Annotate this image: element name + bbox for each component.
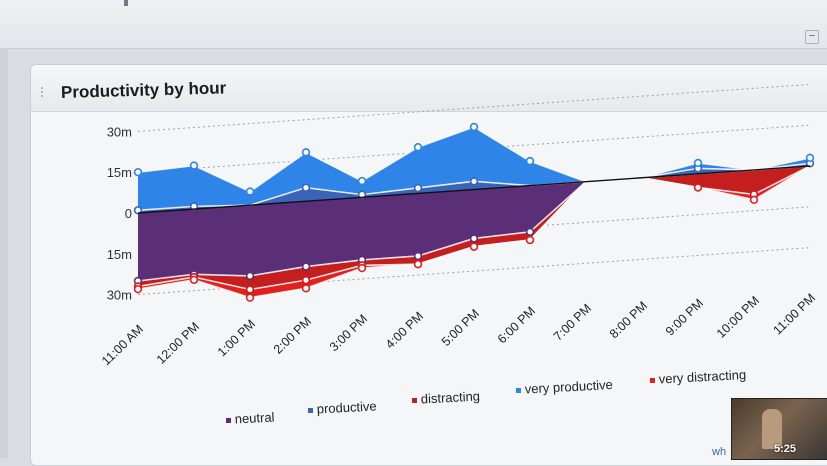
x-tick-label: 1:00 PM — [215, 317, 258, 359]
neutral-area — [138, 166, 810, 281]
very-distracting-point — [189, 275, 199, 285]
very-productive-point — [245, 187, 255, 196]
very-distracting-point — [693, 183, 703, 192]
very-productive-point — [805, 153, 815, 163]
very-productive-point — [189, 161, 199, 170]
collapse-button[interactable]: – — [805, 30, 819, 44]
left-sidebar-edge — [0, 48, 8, 458]
y-tick-label: 30m — [107, 124, 132, 139]
x-tick-label: 9:00 PM — [663, 296, 706, 338]
very-distracting-legend-swatch — [650, 378, 655, 383]
productive-point — [413, 183, 423, 193]
cutoff-link-text[interactable]: wh — [712, 446, 727, 458]
neutral-point — [245, 271, 255, 281]
neutral-legend-label: neutral — [234, 409, 275, 426]
distracting-area — [138, 166, 810, 290]
x-tick-label: 6:00 PM — [495, 304, 538, 346]
x-tick-label: 4:00 PM — [383, 309, 426, 351]
very-distracting-point — [469, 242, 479, 251]
very-productive-point — [413, 142, 423, 152]
productive-legend-label: productive — [316, 398, 377, 416]
very-distracting-point — [525, 235, 535, 245]
very-productive-point — [133, 168, 143, 177]
x-tick-label: 11:00 AM — [99, 322, 146, 368]
very-productive-legend-swatch — [516, 388, 521, 393]
very-productive-point — [301, 148, 311, 157]
x-tick-label: 2:00 PM — [271, 314, 314, 356]
x-tick-label: 7:00 PM — [551, 301, 594, 343]
gridline — [137, 247, 811, 296]
very-distracting-point — [413, 259, 423, 269]
very-distracting-point — [133, 284, 143, 294]
x-tick-label: 8:00 PM — [607, 299, 650, 341]
x-tick-label: 12:00 PM — [154, 319, 202, 366]
video-thumbnail[interactable] — [731, 398, 827, 460]
very-productive-point — [357, 176, 367, 186]
very-productive-point — [525, 156, 535, 166]
toolbar-marker — [124, 0, 128, 6]
plot-area: 30m 15m 0 15m 30m 11:00 AM 12:00 PM 1:00 PM 2:00… — [99, 83, 819, 427]
neutral-point — [525, 227, 535, 237]
very-productive-point — [469, 122, 479, 132]
distracting-legend-label: distracting — [420, 388, 480, 406]
gridline — [137, 83, 811, 132]
very-productive-point — [693, 158, 703, 168]
y-tick-label: 30m — [107, 288, 132, 303]
x-tick-label: 5:00 PM — [439, 306, 482, 348]
distracting-point — [301, 275, 311, 285]
video-timestamp: 5:25 — [774, 443, 797, 455]
neutral-point — [469, 234, 479, 243]
distracting-legend-swatch — [412, 398, 417, 403]
very-productive-area — [138, 126, 810, 211]
neutral-legend-swatch — [226, 418, 231, 423]
top-toolbar-strip: – — [0, 0, 827, 49]
productive-legend-swatch — [308, 408, 313, 413]
x-tick-label: 11:00 PM — [771, 291, 819, 338]
zero-axis-line — [137, 165, 811, 214]
very-productive-legend-label: very productive — [524, 377, 613, 397]
y-tick-label: 0 — [125, 206, 132, 221]
x-tick-label: 10:00 PM — [714, 293, 762, 340]
very-distracting-point — [301, 284, 311, 293]
drag-handle-icon[interactable] — [41, 87, 49, 97]
neutral-point — [413, 251, 423, 261]
very-distracting-point — [245, 293, 255, 302]
very-distracting-legend-label: very distracting — [658, 367, 746, 387]
neutral-point — [301, 262, 311, 271]
productive-point — [133, 206, 143, 215]
distracting-point — [245, 285, 255, 294]
productive-point — [469, 177, 479, 186]
y-tick-label: 15m — [107, 165, 132, 180]
y-tick-label: 15m — [107, 247, 132, 262]
x-tick-label: 3:00 PM — [327, 312, 370, 354]
very-distracting-point — [357, 263, 367, 273]
productive-point — [301, 183, 311, 192]
person-figure — [762, 409, 782, 449]
panel-header: Productivity by hour — [31, 65, 827, 112]
very-distracting-point — [749, 195, 759, 205]
